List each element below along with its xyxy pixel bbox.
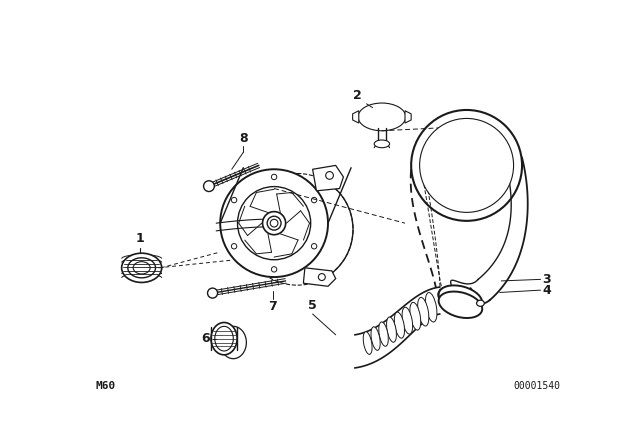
Ellipse shape (312, 244, 317, 249)
Ellipse shape (232, 198, 237, 203)
Ellipse shape (420, 118, 513, 212)
Ellipse shape (133, 262, 150, 274)
Ellipse shape (418, 297, 429, 326)
Text: 3: 3 (542, 273, 550, 286)
Polygon shape (312, 165, 344, 191)
Polygon shape (303, 268, 336, 286)
Ellipse shape (326, 172, 333, 179)
Text: 6: 6 (202, 332, 210, 345)
Text: M60: M60 (95, 381, 116, 392)
Ellipse shape (361, 105, 403, 129)
Ellipse shape (477, 300, 484, 306)
Ellipse shape (271, 174, 276, 180)
Ellipse shape (387, 317, 396, 342)
Text: 4: 4 (542, 284, 551, 297)
Ellipse shape (438, 286, 479, 311)
Ellipse shape (426, 293, 437, 322)
Text: 00001540: 00001540 (513, 381, 561, 392)
Ellipse shape (410, 302, 420, 330)
Polygon shape (353, 111, 359, 123)
Ellipse shape (394, 312, 404, 338)
Text: 5: 5 (308, 299, 317, 312)
Text: 2: 2 (353, 89, 362, 102)
Ellipse shape (364, 332, 372, 354)
Ellipse shape (371, 327, 380, 350)
Ellipse shape (215, 326, 234, 351)
Ellipse shape (220, 169, 328, 277)
Ellipse shape (374, 140, 390, 148)
Text: 8: 8 (239, 132, 248, 145)
Ellipse shape (271, 267, 276, 272)
Ellipse shape (267, 216, 281, 230)
Text: 1: 1 (136, 232, 145, 245)
Ellipse shape (220, 326, 246, 359)
Ellipse shape (207, 288, 218, 298)
Ellipse shape (262, 211, 285, 235)
Ellipse shape (122, 253, 162, 282)
Ellipse shape (237, 186, 310, 260)
Ellipse shape (438, 285, 483, 312)
Ellipse shape (358, 103, 406, 131)
Ellipse shape (411, 110, 522, 221)
Ellipse shape (318, 274, 325, 280)
Ellipse shape (204, 181, 214, 192)
Text: 7: 7 (268, 300, 277, 313)
Ellipse shape (379, 322, 388, 346)
Polygon shape (405, 111, 411, 123)
Ellipse shape (312, 198, 317, 203)
Ellipse shape (128, 258, 156, 278)
Ellipse shape (438, 292, 483, 318)
Ellipse shape (232, 244, 237, 249)
Ellipse shape (270, 220, 278, 227)
Ellipse shape (211, 323, 237, 355)
Ellipse shape (442, 289, 476, 308)
Ellipse shape (402, 307, 413, 334)
